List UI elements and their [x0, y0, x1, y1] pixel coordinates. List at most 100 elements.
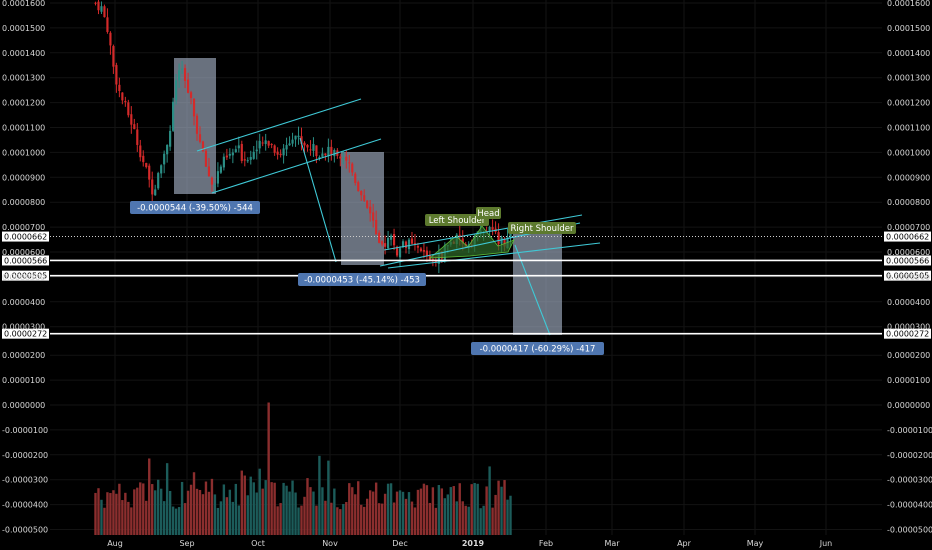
volume-bar: [368, 490, 372, 535]
volume-bar: [315, 505, 318, 535]
pattern-label-bg: [508, 222, 576, 234]
volume-bar: [425, 485, 429, 535]
candle-body: [276, 151, 279, 155]
x-tick-label: Nov: [322, 539, 338, 548]
volume-bar: [383, 493, 387, 535]
candle-body: [372, 212, 375, 221]
volume-bar: [503, 480, 506, 535]
y-tick-label: -0.0000500: [2, 526, 48, 535]
volume-bar: [336, 507, 339, 535]
volume-bar: [413, 507, 417, 535]
volume-bar: [94, 492, 97, 535]
volume-bar: [154, 490, 157, 535]
volume-bar: [446, 494, 449, 535]
y-tick-label: 0.0001500: [887, 24, 930, 33]
volume-bar: [240, 470, 243, 535]
y-tick-label: -0.0000200: [887, 451, 932, 460]
volume-bar: [395, 491, 399, 535]
candle-body: [252, 151, 255, 159]
measure-label-bg: [471, 342, 604, 355]
candle-body: [228, 153, 231, 156]
y-tick-label: -0.0000200: [2, 451, 48, 460]
volume-bar: [165, 463, 169, 535]
candle-body: [157, 173, 160, 189]
candle-body: [291, 139, 294, 144]
candle-body: [422, 249, 426, 252]
candle-body: [273, 145, 276, 153]
candle-body: [354, 173, 357, 183]
volume-bar: [264, 480, 267, 535]
volume-bar: [482, 505, 485, 535]
candle-body: [500, 237, 503, 244]
volume-bar: [464, 505, 467, 535]
volume-bar: [270, 482, 273, 535]
volume-bar: [171, 506, 175, 535]
pattern-area: [428, 225, 515, 259]
candle-body: [279, 153, 282, 156]
volume-bar: [139, 482, 142, 535]
volume-bar: [422, 483, 426, 535]
candle-body: [255, 149, 258, 152]
candle-body: [369, 206, 372, 214]
pattern-label-bg: [476, 207, 501, 219]
x-axis: Aug Sep Oct Nov Dec 2019 Feb Mar Apr May Jun: [107, 539, 832, 548]
volume-bar: [159, 488, 163, 535]
x-tick-label: Apr: [677, 539, 692, 548]
candle-body: [404, 241, 408, 248]
x-tick-label: Mar: [604, 539, 620, 548]
head-shoulders-pattern: [428, 225, 515, 259]
x-tick-label: Feb: [539, 539, 553, 548]
y-tick-label: 0.0001000: [887, 148, 930, 157]
y-tick-label: 0.0001200: [2, 99, 45, 108]
y-tick-label: 0.0001200: [887, 99, 930, 108]
y-tick-label: 0.0000400: [887, 298, 930, 307]
volume-bar: [407, 492, 411, 535]
volume-bar: [282, 482, 285, 535]
volume-bar: [458, 483, 461, 535]
candle-body: [210, 177, 214, 185]
candle-body: [509, 232, 512, 238]
volume-bar: [109, 493, 112, 535]
volume-bar: [306, 478, 309, 535]
y-tick-label: 0.0000900: [2, 173, 45, 182]
y-tick-label: 0.0001500: [2, 24, 45, 33]
candle-body: [401, 241, 405, 247]
candle-body: [503, 238, 506, 247]
volume-bar: [366, 498, 369, 535]
y-tick-label: 0.0001400: [887, 49, 930, 58]
candle-body: [381, 241, 384, 245]
volume-bar: [357, 481, 360, 535]
volume-bar: [363, 506, 366, 535]
volume-bar: [273, 482, 276, 535]
y-tick-label: 0.0000800: [887, 198, 930, 207]
candle-body: [395, 246, 399, 256]
candle-body: [497, 232, 500, 245]
candle-body: [148, 165, 151, 180]
price-level-label: 0.0000662: [886, 233, 929, 242]
volume-bar: [416, 489, 420, 535]
volume-bar: [342, 504, 345, 535]
y-tick-label: 0.0001400: [2, 49, 45, 58]
volume-bar: [455, 501, 458, 535]
price-level-tag: [884, 328, 931, 339]
volume-bars: [94, 402, 512, 535]
volume-bar: [276, 506, 279, 535]
chart-grid: [50, 0, 882, 535]
volume-bar: [136, 487, 139, 535]
x-tick-label: Dec: [392, 539, 407, 548]
candle-body: [392, 234, 396, 246]
candle-body: [327, 146, 330, 156]
volume-bar: [261, 488, 264, 535]
candle-body: [139, 145, 142, 158]
volume-bar: [145, 500, 148, 535]
candlesticks: [94, 0, 512, 274]
candle-body: [306, 144, 309, 148]
volume-bar: [354, 494, 357, 535]
volume-bar: [133, 489, 136, 535]
y-axis-right: 0.0001600 0.0001500 0.0001400 0.0001300 0.00…: [887, 0, 932, 535]
volume-bar: [189, 484, 193, 535]
y-tick-label: 0.0000300: [887, 323, 930, 332]
trend-line: [387, 242, 601, 269]
candle-body: [309, 149, 312, 151]
